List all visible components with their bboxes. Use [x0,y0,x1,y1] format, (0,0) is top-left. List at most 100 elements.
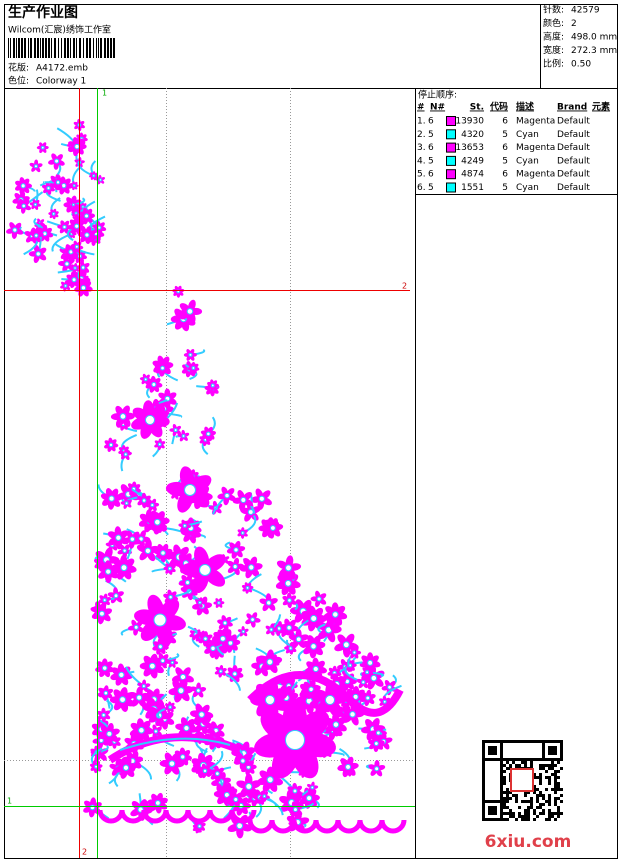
qr-module [500,767,503,770]
code: 6 [502,170,508,180]
flower-center [311,616,317,622]
flower-center [171,661,174,664]
flower-center [220,636,225,641]
flower-center [75,144,79,148]
qr-module [500,779,503,782]
qr-module [512,758,515,761]
flower-center [215,772,219,776]
qr-module [503,791,506,794]
qr-module [536,788,539,791]
qr-module [554,752,557,755]
qr-module [524,758,527,761]
qr-module [527,758,530,761]
flower-center [35,234,38,237]
flower-center [270,628,273,631]
flower-center [123,765,128,770]
qr-module [506,740,509,743]
qr-module [530,740,533,743]
bar-stripe [67,38,69,58]
qr-module [482,764,485,767]
qr-logo [511,769,533,791]
qr-module [500,746,503,749]
flower-center [104,691,108,695]
qr-module [500,773,503,776]
qr-module [500,794,503,797]
qr-module [509,815,512,818]
qr-module [500,809,503,812]
stitches: 1551 [461,183,484,193]
qr-module [557,758,560,761]
qr-module [539,803,542,806]
flower-center [142,499,146,503]
qr-module [557,761,560,764]
flower-center [241,498,246,503]
qr-module [542,803,545,806]
qr-module [527,818,530,821]
qr-module [536,797,539,800]
bar-stripe [64,38,66,58]
watermark: 6xiu.com [485,832,572,852]
flower-center [296,637,301,642]
flower-center [137,695,142,700]
flower-center [64,285,67,288]
qr-module [512,761,515,764]
flower-center [233,565,237,569]
flower-center [218,602,221,605]
flower-center [184,726,189,731]
qr-module [536,740,539,743]
qr-module [488,758,491,761]
qr-module [548,797,551,800]
qr-module [536,776,539,779]
flower-center [75,245,78,248]
qr-module [551,749,554,752]
qr-module [539,767,542,770]
guide-label: 1 [102,89,107,98]
flower-center [271,526,276,531]
qr-module [545,776,548,779]
flower-center [183,524,186,527]
flower-center [362,681,365,684]
stitches: 13653 [455,143,484,153]
stitches: 4874 [461,170,484,180]
bar-stripe [61,38,62,58]
flower-center [155,801,160,806]
qr-module [491,740,494,743]
qr-module [512,812,515,815]
flower-center [383,700,386,703]
qr-module [515,764,518,767]
flower-center [333,612,339,618]
flower-center [180,674,185,679]
flower-center [154,730,157,733]
bar-stripe [16,38,17,58]
qr-module [557,797,560,800]
qr-module [554,782,557,785]
qr-module [509,797,512,800]
bar-stripe [28,38,29,58]
qr-module [506,818,509,821]
info-value: 498.0 mm [571,33,617,43]
qr-module [557,770,560,773]
qr-module [494,818,497,821]
flower-center [120,414,125,419]
qr-module [548,740,551,743]
flower-center [267,659,273,665]
qr-module [539,779,542,782]
qr-module [482,761,485,764]
qr-module [485,800,488,803]
code: 5 [502,156,508,166]
qr-module [503,740,506,743]
qr-module [518,815,521,818]
qr-module [482,797,485,800]
flower-center [52,213,54,215]
needle: 6 [428,117,434,127]
qr-module [533,809,536,812]
row-index: 2. [417,130,426,140]
qr-module [554,764,557,767]
qr-module [500,761,503,764]
qr-module [485,740,488,743]
stitches: 13930 [455,117,484,127]
flower-center [247,765,251,769]
qr-module [554,740,557,743]
qr-module [536,815,539,818]
